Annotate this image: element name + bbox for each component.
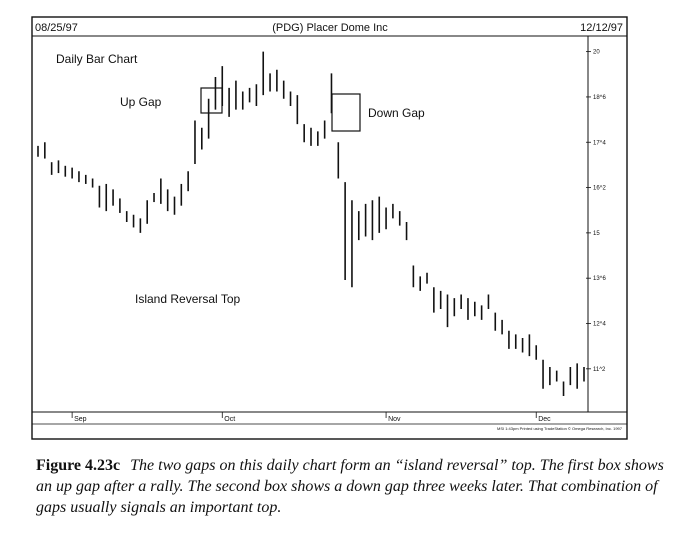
y-tick-label: 16^2 — [593, 186, 606, 192]
y-tick-label: 18^6 — [593, 95, 606, 101]
down-gap-label: Down Gap — [368, 106, 425, 120]
y-tick-label: 17^4 — [593, 140, 606, 146]
chart-type-label: Daily Bar Chart — [56, 52, 138, 66]
figure-label: Figure 4.23c — [36, 457, 121, 474]
y-tick-label: 12^4 — [593, 322, 606, 328]
x-month-label: Dec — [538, 416, 551, 423]
y-tick-label: 13^6 — [593, 276, 606, 282]
figure-caption: Figure 4.23c The two gaps on this daily c… — [36, 455, 676, 518]
caption-text: The two gaps on this daily chart form an… — [36, 457, 664, 516]
price-chart: 08/25/97 (PDG) Placer Dome Inc 12/12/97 … — [31, 16, 628, 440]
y-tick-label: 15 — [593, 231, 600, 237]
x-month-label: Oct — [224, 416, 235, 423]
end-date: 12/12/97 — [580, 22, 623, 34]
chart-title: (PDG) Placer Dome Inc — [272, 22, 388, 34]
y-tick-label: 11^2 — [593, 367, 606, 373]
chart-frame — [31, 16, 628, 440]
x-month-label: Sep — [74, 416, 87, 423]
x-month-label: Nov — [388, 416, 401, 423]
down-gap-box — [331, 93, 361, 132]
island-reversal-label: Island Reversal Top — [135, 292, 240, 306]
up-gap-label: Up Gap — [120, 95, 162, 109]
credit-line: MSI 1:43pm Printed using TradeStation © … — [497, 426, 623, 431]
y-tick-label: 20 — [593, 50, 600, 56]
up-gap-box — [200, 87, 223, 114]
start-date: 08/25/97 — [35, 22, 78, 34]
